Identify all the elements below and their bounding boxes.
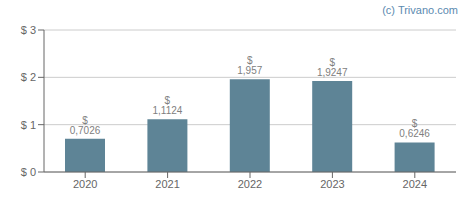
- svg-text:2024: 2024: [403, 178, 427, 190]
- svg-text:2020: 2020: [73, 178, 97, 190]
- svg-text:$1,9247: $1,9247: [317, 57, 348, 78]
- svg-text:$1,957: $1,957: [237, 55, 262, 76]
- svg-text:$1,1124: $1,1124: [152, 95, 182, 116]
- svg-text:2023: 2023: [320, 178, 344, 190]
- svg-text:$ 0: $ 0: [21, 166, 36, 178]
- svg-text:2022: 2022: [238, 178, 262, 190]
- svg-text:$ 3: $ 3: [21, 24, 36, 36]
- svg-text:$ 1: $ 1: [21, 119, 36, 131]
- svg-text:$0,6246: $0,6246: [399, 118, 430, 139]
- svg-text:2021: 2021: [155, 178, 179, 190]
- svg-text:$0,7026: $0,7026: [70, 115, 101, 136]
- svg-text:$ 2: $ 2: [21, 71, 36, 83]
- html-text:(c) Trivano.com: (c) Trivano.com: [382, 4, 458, 16]
